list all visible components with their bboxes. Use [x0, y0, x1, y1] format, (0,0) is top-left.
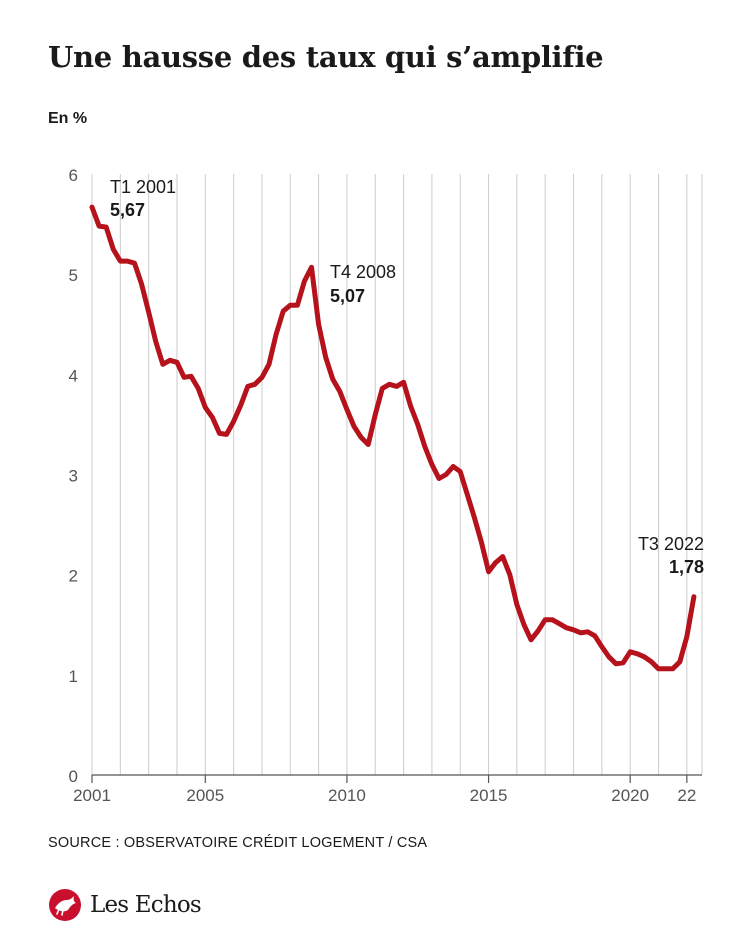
series-line-taux	[89, 204, 697, 672]
y-axis-unit-label: En %	[48, 110, 88, 127]
annotation-period-t3-2022: T3 2022	[638, 534, 704, 554]
line-chart: 0 1 2 3 4 5 6 2001 2005 2010 2015 2020 22 T1 2001 5…	[69, 166, 704, 805]
annotation-period-t4-2008: T4 2008	[330, 262, 396, 282]
y-tick-label-4: 4	[69, 366, 78, 385]
y-tick-label-5: 5	[69, 266, 78, 285]
chart-title: Une hausse des taux qui s’amplifie	[48, 40, 604, 74]
y-tick-label-0: 0	[69, 767, 78, 786]
x-tick-label-2010: 2010	[328, 786, 366, 805]
x-tick-label-2020: 2020	[611, 786, 649, 805]
y-tick-label-1: 1	[69, 667, 78, 686]
x-tick-label-2001: 2001	[73, 786, 111, 805]
y-tick-label-2: 2	[69, 567, 78, 586]
y-tick-label-3: 3	[69, 467, 78, 486]
annotation-value-t3-2022: 1,78	[669, 557, 704, 577]
x-axis-ticks: 2001 2005 2010 2015 2020 22	[73, 775, 696, 805]
annotation-value-t4-2008: 5,07	[330, 286, 365, 306]
x-tick-label-2015: 2015	[470, 786, 508, 805]
grid-lines	[91, 174, 703, 775]
annotation-period-t1-2001: T1 2001	[110, 177, 176, 197]
brand-logo: Les Echos	[48, 888, 202, 922]
annotation-value-t1-2001: 5,67	[110, 200, 145, 220]
x-tick-label-2005: 2005	[186, 786, 224, 805]
brand-name: Les Echos	[90, 892, 202, 918]
x-tick-label-22: 22	[677, 786, 696, 805]
source-note: SOURCE : OBSERVATOIRE CRÉDIT LOGEMENT / …	[48, 835, 428, 851]
y-tick-label-6: 6	[69, 166, 78, 185]
y-axis-ticks: 0 1 2 3 4 5 6	[69, 166, 78, 786]
les-echos-rooster-icon	[49, 889, 81, 921]
